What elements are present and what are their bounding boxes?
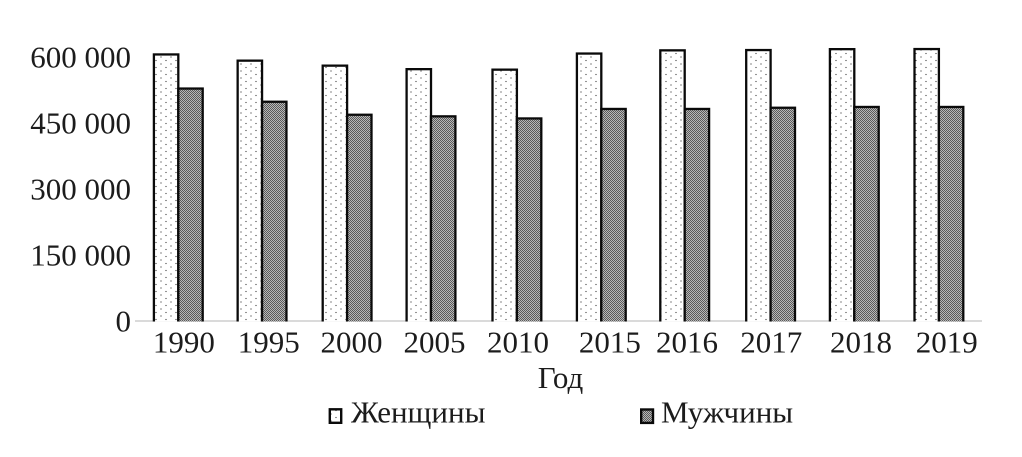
svg-text:2019: 2019 xyxy=(916,325,978,360)
svg-text:2010: 2010 xyxy=(487,325,549,360)
svg-text:Год: Год xyxy=(538,360,584,395)
svg-text:2015: 2015 xyxy=(579,325,641,360)
svg-text:2005: 2005 xyxy=(404,325,466,360)
svg-text:1995: 1995 xyxy=(238,325,300,360)
svg-text:600 000: 600 000 xyxy=(30,40,131,75)
svg-text:Мужчины: Мужчины xyxy=(661,394,793,429)
svg-text:150 000: 150 000 xyxy=(30,238,131,273)
svg-text:300 000: 300 000 xyxy=(30,172,131,207)
svg-text:2018: 2018 xyxy=(830,325,892,360)
svg-text:2016: 2016 xyxy=(656,325,718,360)
svg-text:2017: 2017 xyxy=(740,325,802,360)
svg-text:1990: 1990 xyxy=(153,325,215,360)
svg-text:Женщины: Женщины xyxy=(351,394,486,429)
svg-text:2000: 2000 xyxy=(321,325,383,360)
svg-text:0: 0 xyxy=(116,304,132,339)
svg-text:450 000: 450 000 xyxy=(30,106,131,141)
